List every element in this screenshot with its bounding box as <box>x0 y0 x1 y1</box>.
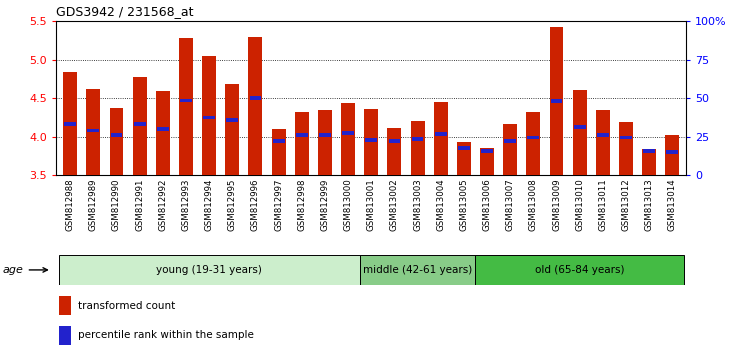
Bar <box>435 132 447 136</box>
Text: GSM812995: GSM812995 <box>228 178 237 231</box>
Text: GSM812989: GSM812989 <box>88 178 98 231</box>
Bar <box>86 89 100 175</box>
Bar <box>318 110 332 175</box>
Text: GSM812998: GSM812998 <box>297 178 306 231</box>
Bar <box>667 150 678 154</box>
Bar <box>480 148 494 175</box>
Bar <box>59 326 70 344</box>
Bar <box>157 127 169 131</box>
Bar <box>133 77 146 175</box>
Text: GSM813000: GSM813000 <box>344 178 352 231</box>
Text: GSM813008: GSM813008 <box>529 178 538 231</box>
Text: age: age <box>3 265 47 275</box>
Text: transformed count: transformed count <box>78 301 176 310</box>
Bar <box>482 149 493 153</box>
Bar <box>503 124 518 175</box>
Bar <box>504 139 516 143</box>
Bar <box>619 122 633 175</box>
Bar <box>110 133 122 137</box>
Bar <box>526 112 540 175</box>
Bar <box>272 129 286 175</box>
Text: GSM813001: GSM813001 <box>367 178 376 231</box>
Bar <box>59 296 70 315</box>
Bar <box>433 102 448 175</box>
Bar <box>250 96 261 100</box>
Bar <box>226 118 238 122</box>
Text: percentile rank within the sample: percentile rank within the sample <box>78 330 254 340</box>
Bar <box>180 99 192 102</box>
Bar <box>225 84 239 175</box>
Bar <box>644 149 655 153</box>
Text: GSM812992: GSM812992 <box>158 178 167 231</box>
Bar <box>364 109 378 175</box>
Text: old (65-84 years): old (65-84 years) <box>535 265 625 275</box>
Text: GSM813005: GSM813005 <box>460 178 469 231</box>
Text: GSM812991: GSM812991 <box>135 178 144 231</box>
Bar <box>665 135 680 175</box>
Text: GSM812994: GSM812994 <box>205 178 214 231</box>
Text: GSM813004: GSM813004 <box>436 178 445 231</box>
Bar <box>388 139 400 143</box>
Bar <box>476 255 684 285</box>
Bar <box>273 139 284 143</box>
Bar <box>110 108 124 175</box>
Bar <box>642 149 656 175</box>
Bar <box>202 56 216 175</box>
Bar <box>410 121 424 175</box>
Text: GSM812988: GSM812988 <box>66 178 75 231</box>
Bar <box>360 255 476 285</box>
Text: GSM813013: GSM813013 <box>645 178 654 231</box>
Text: GSM813009: GSM813009 <box>552 178 561 231</box>
Text: GSM813007: GSM813007 <box>506 178 515 231</box>
Bar <box>573 90 586 175</box>
Bar <box>458 146 470 150</box>
Bar <box>597 133 609 137</box>
Bar <box>550 27 563 175</box>
Bar <box>412 137 424 141</box>
Text: GSM812993: GSM812993 <box>182 178 190 231</box>
Text: GSM813014: GSM813014 <box>668 178 676 231</box>
Text: GSM813006: GSM813006 <box>482 178 491 231</box>
Text: GSM813012: GSM813012 <box>622 178 631 231</box>
Bar <box>319 133 331 137</box>
Bar <box>457 142 471 175</box>
Bar <box>58 255 360 285</box>
Bar <box>596 110 610 175</box>
Bar <box>179 38 193 175</box>
Bar <box>620 136 632 139</box>
Bar <box>550 99 562 103</box>
Bar <box>342 131 354 135</box>
Bar <box>203 115 215 119</box>
Text: young (19-31 years): young (19-31 years) <box>156 265 262 275</box>
Text: GSM813003: GSM813003 <box>413 178 422 231</box>
Text: GSM812999: GSM812999 <box>320 178 329 231</box>
Bar <box>156 91 170 175</box>
Bar <box>388 128 401 175</box>
Text: GSM812996: GSM812996 <box>251 178 260 231</box>
Text: GSM812997: GSM812997 <box>274 178 283 231</box>
Text: GSM813002: GSM813002 <box>390 178 399 231</box>
Bar <box>296 133 307 137</box>
Text: middle (42-61 years): middle (42-61 years) <box>363 265 472 275</box>
Bar <box>248 37 262 175</box>
Bar <box>574 125 586 129</box>
Text: GSM813011: GSM813011 <box>598 178 608 231</box>
Bar <box>63 72 77 175</box>
Text: GSM813010: GSM813010 <box>575 178 584 231</box>
Bar <box>295 112 309 175</box>
Bar <box>64 122 76 126</box>
Bar <box>527 136 539 139</box>
Text: GDS3942 / 231568_at: GDS3942 / 231568_at <box>56 5 194 18</box>
Bar <box>134 122 146 126</box>
Bar <box>341 103 355 175</box>
Bar <box>88 129 99 132</box>
Bar <box>365 138 377 142</box>
Text: GSM812990: GSM812990 <box>112 178 121 231</box>
